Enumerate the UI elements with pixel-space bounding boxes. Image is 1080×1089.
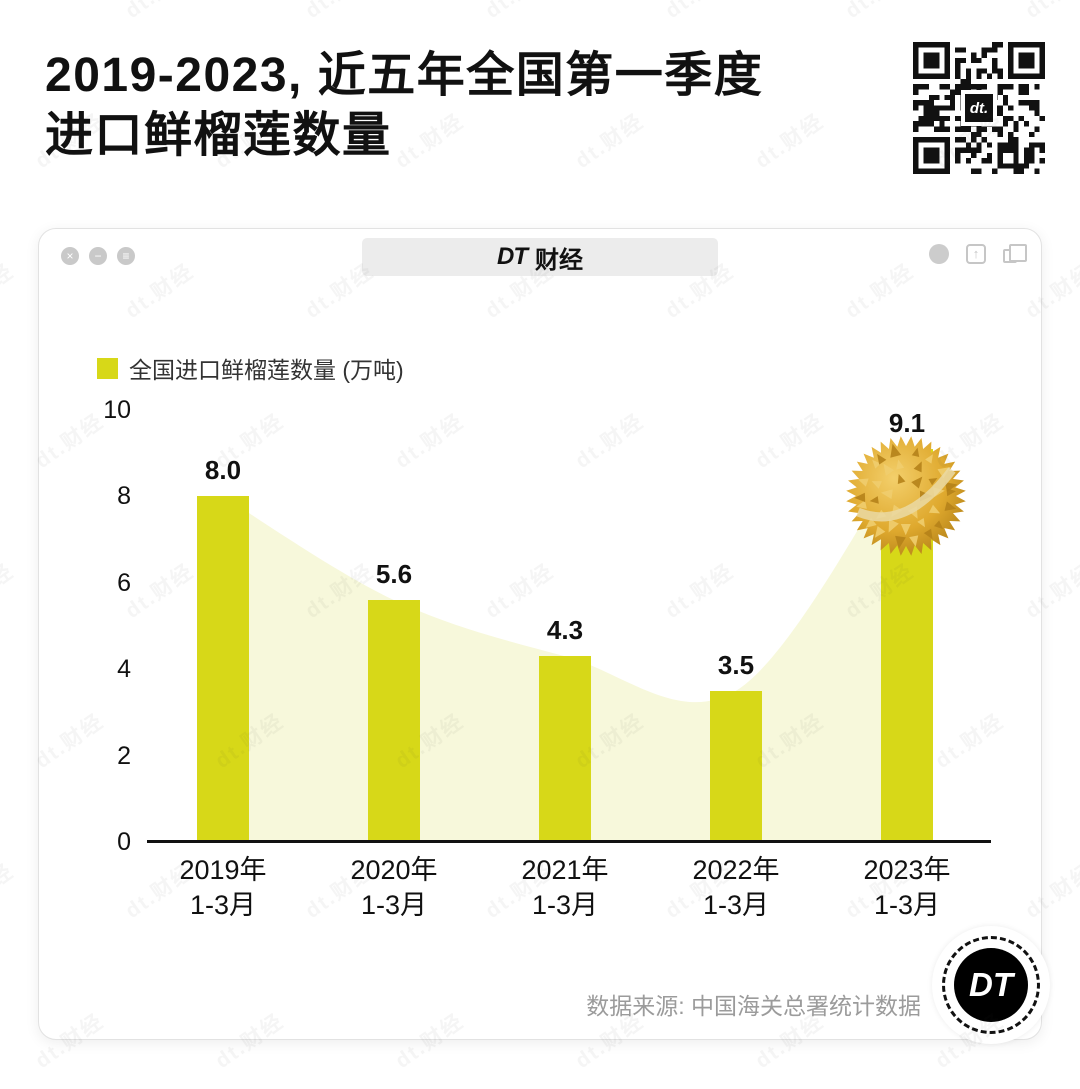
data-source: 数据来源: 中国海关总署统计数据 [586, 993, 921, 1019]
y-axis: 0 2 4 6 8 10 [39, 229, 1041, 1039]
watermark-text: dt.财经 [0, 559, 19, 623]
qr-code: dt. [913, 42, 1045, 174]
x-axis-label: 2023年 1-3月 [863, 855, 951, 920]
bar-value-label: 5.6 [375, 559, 413, 590]
legend-swatch [97, 357, 118, 379]
page-title-line1: 2019-2023, 近五年全国第一季度 [45, 49, 764, 102]
bar-value-label: 9.1 [888, 407, 926, 438]
window-controls-right: ↑ [929, 244, 1027, 264]
watermark-text: dt.财经 [0, 259, 19, 323]
overlap-windows-icon[interactable] [1003, 244, 1027, 263]
watermark-text: dt.财经 [118, 0, 199, 25]
y-tick-label: 4 [117, 655, 131, 684]
watermark-text: dt.财经 [0, 0, 19, 25]
bar-2022年 [710, 690, 762, 842]
y-tick-label: 0 [117, 828, 131, 856]
durian-image [846, 436, 966, 556]
share-icon[interactable]: ↑ [966, 244, 986, 264]
x-axis-label: 2020年 1-3月 [350, 855, 438, 920]
x-axis-label: 2022年 1-3月 [692, 855, 780, 920]
minimize-icon[interactable]: − [89, 247, 107, 265]
bar-2021年 [539, 656, 591, 842]
record-icon[interactable] [929, 244, 949, 264]
watermark-text: dt.财经 [658, 0, 739, 25]
window-title: DT 财经 [362, 238, 718, 276]
y-tick-label: 6 [117, 568, 131, 597]
dt-logo: DT [932, 926, 1050, 1044]
dt-logo-text: DT [497, 243, 528, 270]
watermark-text: dt.财经 [1018, 0, 1080, 25]
chart-legend: 全国进口鲜榴莲数量 (万吨) [97, 351, 404, 385]
window-title-label: 财经 [535, 246, 583, 274]
bar-value-label: 4.3 [546, 615, 584, 646]
watermark-text: dt.财经 [298, 0, 379, 25]
y-tick-label: 8 [117, 482, 131, 511]
window-titlebar: × − ≡ DT 财经 ↑ [39, 229, 1041, 283]
window-controls-left: × − ≡ [61, 247, 135, 265]
bar-2019年 [197, 496, 249, 842]
watermark-text: dt.财经 [838, 0, 919, 25]
bar-2020年 [368, 600, 420, 842]
bar-value-label: 8.0 [204, 455, 242, 486]
dt-logo-label: DT [969, 966, 1013, 1003]
browser-window: × − ≡ DT 财经 ↑ 全国进口鲜榴莲数量 (万吨) 0 2 4 6 8 10 8.0… [38, 228, 1042, 1040]
x-axis-line [147, 840, 991, 843]
page-title: 2019-2023, 近五年全国第一季度 进口鲜榴莲数量 [45, 46, 763, 167]
bar-value-label: 3.5 [717, 649, 755, 680]
bar-series: 8.0 2019年 1-3月 5.6 2020年 1-3月 4.3 2021年 1-3月 3.5 2… [39, 229, 1041, 1039]
dt-logo-badge: DT [954, 948, 1028, 1022]
qr-center-logo: dt. [913, 42, 1045, 174]
watermark-text: dt.财经 [0, 859, 19, 923]
qr-center-label: dt. [961, 90, 997, 126]
x-axis-label: 2021年 1-3月 [521, 855, 609, 920]
x-axis-label: 2019年 1-3月 [179, 855, 267, 920]
dt-logo-dashed-ring: DT [942, 936, 1040, 1034]
legend-label: 全国进口鲜榴莲数量 (万吨) [129, 357, 404, 383]
menu-icon[interactable]: ≡ [117, 247, 135, 265]
close-icon[interactable]: × [61, 247, 79, 265]
y-tick-label: 2 [117, 741, 131, 770]
watermark-text: dt.财经 [478, 0, 559, 25]
page-title-line2: 进口鲜榴莲数量 [45, 109, 392, 163]
y-tick-label: 10 [103, 396, 131, 424]
